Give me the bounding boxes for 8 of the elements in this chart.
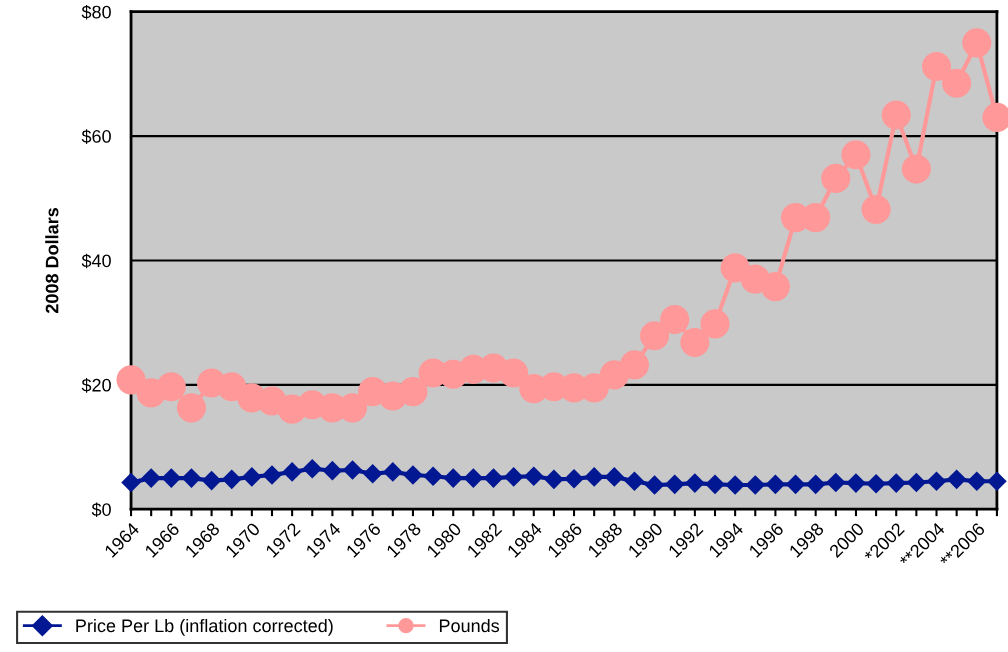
y-axis-title: 2008 Dollars xyxy=(45,208,59,314)
y-tick-label: $60 xyxy=(81,129,111,144)
y-tick-label: $20 xyxy=(81,378,111,393)
legend-label: Pounds xyxy=(439,618,500,633)
y-tick-label: $80 xyxy=(81,4,111,20)
y-tick-label: $40 xyxy=(81,253,111,269)
legend-label: Price Per Lb (inflation corrected) xyxy=(76,618,333,636)
y-tick-label: $0 xyxy=(91,502,111,518)
